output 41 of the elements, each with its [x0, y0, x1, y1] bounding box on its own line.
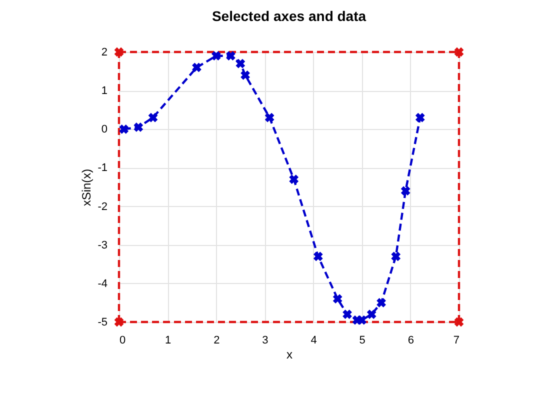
y-tick-label: -2	[98, 200, 108, 213]
x-tick-label: 5	[359, 334, 366, 346]
y-tick-label: -5	[98, 316, 108, 328]
x-tick-label: 7	[453, 334, 460, 346]
y-tick-label: 0	[101, 124, 108, 136]
x-tick-label: 1	[165, 334, 172, 346]
point	[114, 317, 124, 327]
point	[454, 47, 464, 57]
x-tick-label: 2	[214, 334, 220, 346]
point	[264, 112, 274, 122]
point	[236, 58, 246, 68]
point	[332, 294, 342, 304]
point	[400, 186, 410, 196]
point	[391, 252, 401, 262]
point	[342, 310, 352, 319]
point	[192, 62, 202, 72]
x-tick-label: 6	[408, 334, 414, 346]
x-tick-label: 0	[120, 334, 126, 346]
y-tick-label: -1	[98, 162, 108, 174]
point	[376, 298, 386, 308]
chart-title: Selected axes and data	[212, 8, 366, 24]
x-tick-label: 4	[310, 334, 317, 346]
x-axis-title: x	[286, 348, 292, 362]
point	[289, 174, 299, 184]
y-axis-title: xSin(x)	[80, 168, 94, 206]
y-tick-label: 2	[101, 46, 108, 58]
x-tick-label: 3	[262, 334, 268, 346]
y-tick-label: 1	[101, 85, 108, 98]
point	[240, 70, 250, 80]
point	[134, 122, 144, 132]
point	[454, 317, 464, 327]
point	[415, 112, 425, 122]
point	[114, 47, 124, 57]
point	[226, 51, 236, 61]
point	[366, 310, 376, 319]
point	[211, 51, 221, 61]
point	[119, 124, 129, 134]
y-tick-label: -3	[98, 239, 108, 252]
y-tick-label: -4	[98, 278, 108, 290]
point	[313, 252, 323, 262]
point	[148, 112, 158, 122]
